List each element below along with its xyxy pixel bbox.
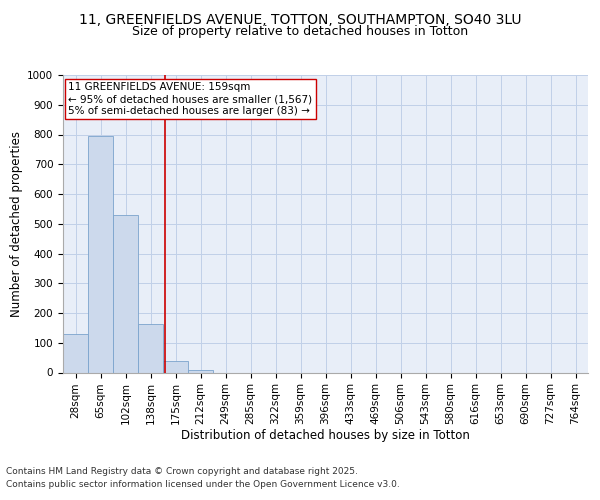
Text: 11, GREENFIELDS AVENUE, TOTTON, SOUTHAMPTON, SO40 3LU: 11, GREENFIELDS AVENUE, TOTTON, SOUTHAMP… [79,12,521,26]
Text: Contains public sector information licensed under the Open Government Licence v3: Contains public sector information licen… [6,480,400,489]
Bar [163,361,188,372]
Text: 11 GREENFIELDS AVENUE: 159sqm
← 95% of detached houses are smaller (1,567)
5% of: 11 GREENFIELDS AVENUE: 159sqm ← 95% of d… [68,82,313,116]
Bar [88,136,113,372]
Y-axis label: Number of detached properties: Number of detached properties [10,130,23,317]
Text: Size of property relative to detached houses in Totton: Size of property relative to detached ho… [132,25,468,38]
Text: Contains HM Land Registry data © Crown copyright and database right 2025.: Contains HM Land Registry data © Crown c… [6,468,358,476]
Bar [188,370,212,372]
Bar [113,215,137,372]
Bar [64,334,88,372]
Bar [139,324,163,372]
X-axis label: Distribution of detached houses by size in Totton: Distribution of detached houses by size … [181,428,470,442]
